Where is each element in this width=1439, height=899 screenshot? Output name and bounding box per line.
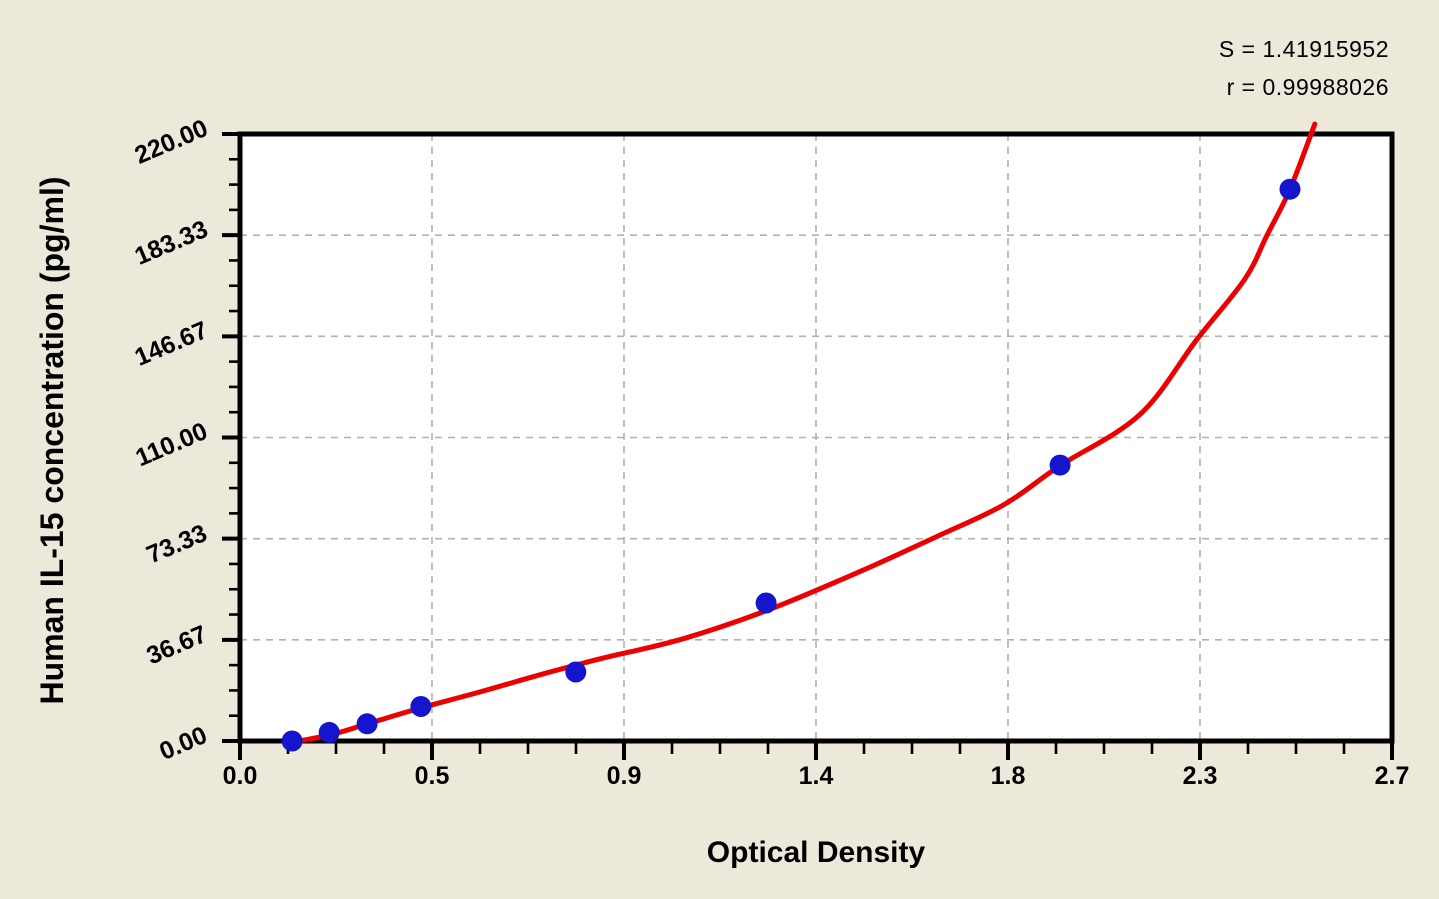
x-tick-label: 2.7 [1374, 762, 1410, 790]
x-tick-label: 1.4 [798, 762, 834, 790]
fit-statistics: S = 1.41915952 r = 0.99988026 [1219, 30, 1389, 106]
data-point [755, 592, 777, 614]
data-point [565, 661, 587, 683]
data-point [1049, 454, 1071, 476]
x-tick-label: 2.3 [1182, 762, 1218, 790]
s-value-label: S = 1.41915952 [1218, 36, 1389, 62]
data-point [318, 721, 340, 743]
x-tick-label: 1.8 [990, 762, 1026, 790]
fitted-curve [283, 121, 1318, 746]
data-point [356, 713, 378, 735]
data-point [281, 730, 303, 752]
x-tick-label: 0.0 [222, 762, 258, 790]
x-axis-title: Optical Density [706, 836, 926, 869]
x-tick-label: 0.9 [606, 762, 642, 790]
r-value-label: r = 0.99988026 [1226, 74, 1389, 100]
x-tick-label: 0.5 [414, 762, 450, 790]
data-point [1279, 178, 1301, 200]
data-point [410, 696, 432, 717]
